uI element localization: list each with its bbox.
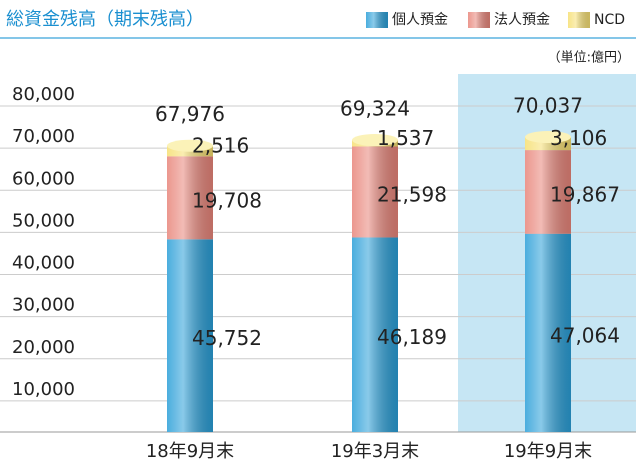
legend-swatch-shade [468,12,490,28]
legend-swatch-shade [366,12,388,28]
value-label: 46,189 [377,325,447,349]
total-label: 70,037 [513,94,583,118]
y-tick-label: 70,000 [12,126,75,147]
y-tick-label: 60,000 [12,168,75,189]
value-label: 45,752 [192,326,262,350]
bar-cap [352,134,398,147]
y-tick-label: 30,000 [12,295,75,316]
bar-shade [525,150,571,234]
bar-shade [167,156,213,240]
value-label: 21,598 [377,182,447,206]
y-tick-label: 20,000 [12,337,75,358]
bar-shade [167,239,213,432]
bar-cap [167,139,213,152]
chart-title: 総資金残高（期末残高） [6,9,204,30]
legend-label: NCD [594,12,625,28]
legend-swatch-shade [568,12,590,28]
bar-shade [352,237,398,432]
value-label: 19,867 [550,182,620,206]
value-label: 3,106 [550,126,607,150]
bar-shade [352,146,398,238]
bar-cap [525,131,571,144]
x-tick-label: 18年9月末 [146,441,234,462]
y-tick-label: 10,000 [12,379,75,400]
x-tick-label: 19年9月末 [504,441,592,462]
value-label: 19,708 [192,188,262,212]
total-label: 67,976 [155,102,225,126]
legend-label: 法人預金 [494,12,550,28]
unit-label: （単位:億円） [548,50,630,66]
legend-label: 個人預金 [392,12,448,28]
y-tick-label: 40,000 [12,253,75,274]
value-label: 1,537 [377,126,434,150]
y-tick-label: 80,000 [12,84,75,105]
x-tick-label: 19年3月末 [331,441,419,462]
value-label: 2,516 [192,133,249,157]
y-tick-label: 50,000 [12,210,75,231]
value-label: 47,064 [550,323,620,347]
total-label: 69,324 [340,97,410,121]
bar-shade [525,233,571,432]
